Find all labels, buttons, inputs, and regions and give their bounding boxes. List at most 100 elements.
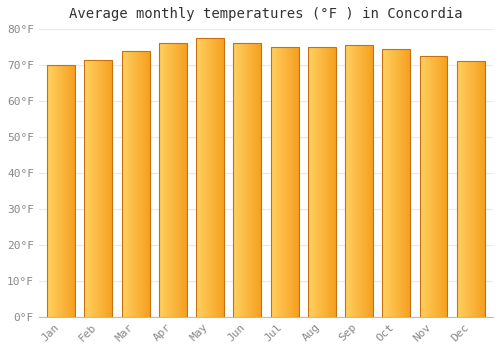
Bar xyxy=(178,43,179,317)
Bar xyxy=(399,49,400,317)
Bar xyxy=(243,43,244,317)
Bar xyxy=(172,43,173,317)
Bar xyxy=(74,65,75,317)
Bar xyxy=(271,47,272,317)
Bar xyxy=(284,47,285,317)
Bar xyxy=(106,60,107,317)
Bar xyxy=(323,47,324,317)
Bar xyxy=(166,43,168,317)
Bar xyxy=(260,43,261,317)
Bar xyxy=(423,56,424,317)
Bar xyxy=(148,51,149,317)
Bar xyxy=(480,62,481,317)
Bar xyxy=(93,60,94,317)
Bar xyxy=(482,62,483,317)
Bar xyxy=(129,51,130,317)
Bar xyxy=(420,56,421,317)
Bar xyxy=(244,43,245,317)
Bar xyxy=(473,62,474,317)
Bar xyxy=(367,45,368,317)
Bar xyxy=(469,62,470,317)
Bar xyxy=(181,43,182,317)
Bar xyxy=(111,60,112,317)
Bar xyxy=(144,51,145,317)
Bar xyxy=(206,38,207,317)
Bar xyxy=(252,43,253,317)
Bar xyxy=(459,62,460,317)
Bar xyxy=(270,47,298,317)
Bar xyxy=(322,47,323,317)
Bar xyxy=(163,43,164,317)
Bar xyxy=(255,43,256,317)
Bar xyxy=(400,49,402,317)
Bar xyxy=(407,49,408,317)
Bar xyxy=(107,60,108,317)
Bar xyxy=(183,43,184,317)
Bar xyxy=(387,49,388,317)
Bar xyxy=(289,47,290,317)
Bar xyxy=(240,43,241,317)
Bar xyxy=(63,65,64,317)
Bar xyxy=(177,43,178,317)
Bar xyxy=(197,38,198,317)
Bar xyxy=(315,47,316,317)
Bar xyxy=(105,60,106,317)
Bar xyxy=(363,45,364,317)
Bar xyxy=(282,47,283,317)
Bar xyxy=(234,43,235,317)
Bar xyxy=(351,45,352,317)
Bar xyxy=(49,65,50,317)
Bar xyxy=(313,47,314,317)
Bar xyxy=(354,45,355,317)
Bar xyxy=(278,47,279,317)
Bar xyxy=(135,51,136,317)
Bar xyxy=(396,49,397,317)
Bar xyxy=(472,62,473,317)
Bar xyxy=(478,62,479,317)
Bar xyxy=(57,65,58,317)
Bar xyxy=(470,62,471,317)
Bar xyxy=(211,38,212,317)
Bar xyxy=(170,43,171,317)
Bar xyxy=(287,47,288,317)
Bar xyxy=(216,38,217,317)
Bar xyxy=(65,65,66,317)
Bar xyxy=(180,43,182,317)
Bar xyxy=(360,45,362,317)
Bar xyxy=(109,60,110,317)
Bar xyxy=(122,51,123,317)
Bar xyxy=(139,51,140,317)
Bar xyxy=(235,43,236,317)
Bar xyxy=(308,47,309,317)
Bar xyxy=(64,65,65,317)
Bar xyxy=(364,45,365,317)
Bar xyxy=(370,45,371,317)
Bar xyxy=(329,47,330,317)
Bar xyxy=(48,65,49,317)
Bar xyxy=(85,60,86,317)
Bar xyxy=(102,60,103,317)
Bar xyxy=(241,43,242,317)
Bar xyxy=(275,47,276,317)
Bar xyxy=(213,38,214,317)
Bar xyxy=(404,49,405,317)
Bar xyxy=(431,56,432,317)
Bar xyxy=(309,47,310,317)
Bar xyxy=(433,56,434,317)
Bar xyxy=(444,56,445,317)
Bar xyxy=(440,56,441,317)
Bar xyxy=(70,65,71,317)
Bar xyxy=(400,49,401,317)
Bar xyxy=(437,56,438,317)
Bar xyxy=(328,47,329,317)
Bar xyxy=(58,65,59,317)
Bar xyxy=(346,45,348,317)
Bar xyxy=(196,38,198,317)
Bar xyxy=(92,60,93,317)
Bar xyxy=(476,62,477,317)
Bar xyxy=(288,47,289,317)
Bar xyxy=(435,56,436,317)
Bar xyxy=(279,47,280,317)
Bar xyxy=(66,65,68,317)
Bar xyxy=(222,38,223,317)
